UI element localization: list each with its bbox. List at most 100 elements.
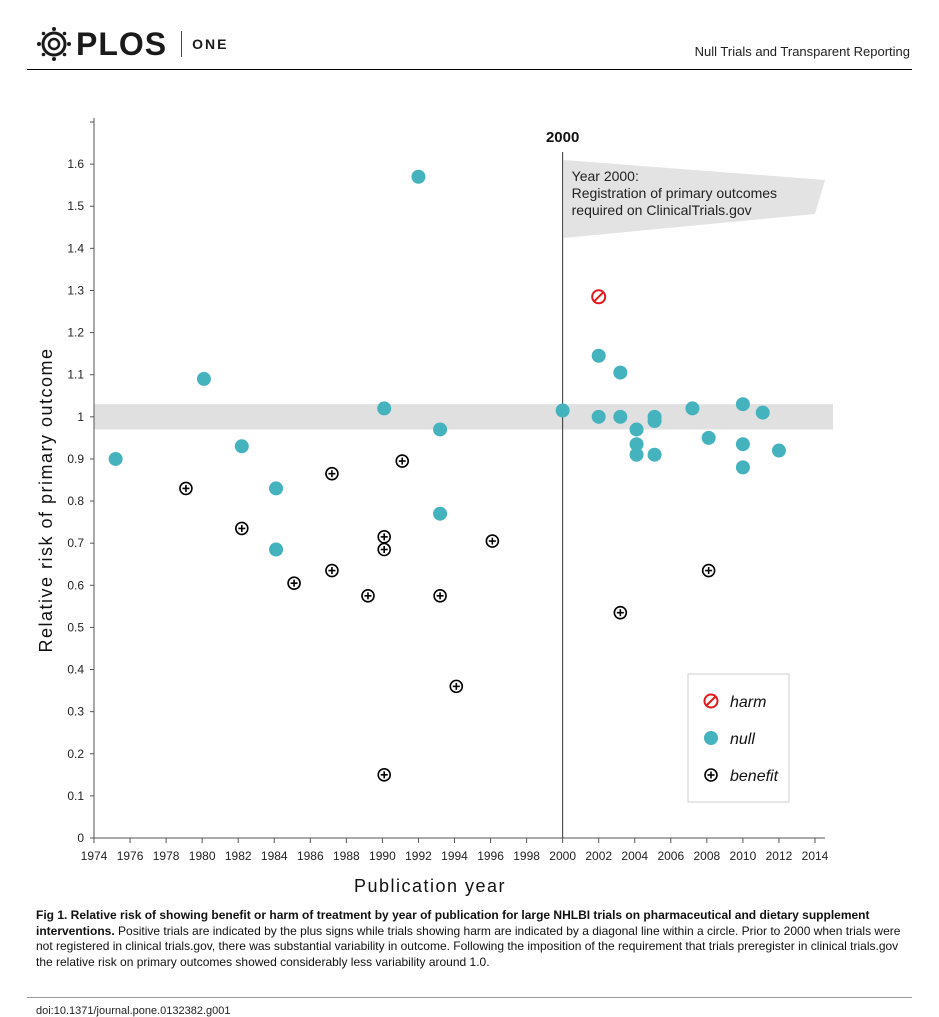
y-tick-label: 1.1	[67, 368, 84, 382]
caption-text: Positive trials are indicated by the plu…	[36, 923, 901, 969]
y-tick-label: 1.2	[67, 326, 84, 340]
null-point	[735, 460, 750, 475]
y-tick-label: 0.8	[67, 494, 84, 508]
banner-text: required on ClinicalTrials.gov	[572, 202, 752, 218]
benefit-point	[325, 563, 339, 578]
benefit-point	[377, 768, 392, 782]
benefit-point	[613, 605, 628, 620]
benefit-point	[377, 530, 392, 544]
y-tick-label: 0	[77, 831, 84, 845]
y-tick-label: 0.9	[67, 452, 84, 466]
y-tick-label: 0.2	[67, 747, 84, 761]
x-tick-label: 1984	[261, 849, 288, 863]
null-point	[755, 405, 770, 420]
benefit-point	[449, 679, 464, 694]
harm-point	[591, 289, 607, 305]
benefit-point	[395, 454, 410, 468]
y-axis-label: Relative risk of primary outcome	[36, 347, 56, 652]
x-tick-label: 2010	[730, 849, 757, 863]
harm-slash	[593, 291, 604, 302]
null-point	[613, 365, 628, 380]
benefit-point	[361, 589, 375, 603]
x-tick-label: 1990	[369, 849, 396, 863]
null-point	[629, 422, 644, 437]
x-tick-label: 1976	[117, 849, 144, 863]
logo-subtitle: ONE	[192, 36, 229, 52]
y-tick-label: 1.6	[67, 157, 84, 171]
x-tick-label: 1982	[225, 849, 252, 863]
benefit-point	[179, 481, 193, 496]
logo-separator	[181, 31, 183, 57]
y-tick-label: 0.4	[67, 663, 84, 677]
null-point	[433, 422, 448, 437]
benefit-point	[377, 542, 392, 557]
x-axis-label: Publication year	[354, 876, 506, 896]
doi-text: doi:10.1371/journal.pone.0132382.g001	[36, 1005, 231, 1017]
x-tick-label: 2002	[585, 849, 612, 863]
x-tick-label: 1980	[189, 849, 216, 863]
y-tick-label: 1.4	[67, 241, 84, 255]
benefit-point	[287, 576, 301, 590]
scatter-chart: 0 0.1 0.2 0.3 0.4 0.5 0.6 0.7 0.8 0.9 1 1.1 1.2 1.3 1.…	[36, 118, 833, 896]
x-tick-label: 1986	[297, 849, 324, 863]
y-tick-label: 0.6	[67, 578, 84, 592]
null-point	[629, 437, 644, 452]
figure-caption: Fig 1. Relative risk of showing benefit …	[36, 908, 916, 970]
footer-rule	[27, 997, 912, 998]
x-tick-label: 1996	[477, 849, 504, 863]
benefit-point	[701, 563, 716, 578]
null-point	[735, 397, 750, 412]
null-point	[555, 403, 570, 418]
null-point	[269, 542, 284, 557]
y-tick-label: 1.5	[67, 199, 84, 213]
x-tick-label: 1978	[153, 849, 180, 863]
legend-benefit-icon	[704, 768, 718, 782]
x-tick-label: 2012	[766, 849, 793, 863]
benefit-point	[433, 589, 447, 603]
x-tick-label: 1994	[441, 849, 468, 863]
page-header: PLOS ONE Null Trials and Transparent Rep…	[0, 0, 939, 72]
y-tick-label: 0.3	[67, 705, 84, 719]
null-point	[196, 371, 211, 386]
x-tick-label: 1974	[81, 849, 108, 863]
null-point	[234, 439, 249, 454]
y-tick-label: 0.5	[67, 620, 84, 634]
null-point	[701, 430, 716, 445]
y-tick-label: 1	[77, 410, 84, 424]
legend-label-harm: harm	[730, 694, 766, 711]
x-tick-label: 2014	[802, 849, 829, 863]
null-point	[613, 409, 628, 424]
null-point	[647, 447, 662, 462]
null-point	[591, 409, 606, 424]
banner-text: Registration of primary outcomes	[572, 185, 777, 201]
y-tick-label: 0.7	[67, 536, 84, 550]
legend-harm-icon	[703, 693, 719, 709]
x-tick-label: 2004	[621, 849, 648, 863]
null-point	[629, 447, 644, 462]
benefit-point	[485, 534, 500, 548]
plos-logo-icon	[37, 27, 71, 61]
x-tick-label: 1988	[333, 849, 360, 863]
benefit-point	[235, 521, 249, 536]
x-tick-label: 2008	[693, 849, 720, 863]
header-rule	[27, 69, 912, 70]
null-point	[771, 443, 786, 458]
x-tick-label: 1998	[513, 849, 540, 863]
y-tick-label: 1.3	[67, 283, 84, 297]
null-point	[377, 401, 392, 416]
null-point	[108, 451, 123, 466]
benefit-point	[325, 466, 339, 481]
running-title: Null Trials and Transparent Reporting	[694, 44, 910, 59]
year-2000-label: 2000	[546, 129, 579, 146]
legend-null-icon	[704, 731, 718, 745]
legend-label-null: null	[730, 731, 755, 748]
banner-text: Year 2000:	[572, 168, 639, 184]
null-point	[591, 348, 606, 363]
null-band	[94, 404, 833, 430]
null-point	[647, 414, 662, 429]
null-point	[735, 437, 750, 452]
harm-slash	[705, 695, 717, 707]
y-tick-label: 0.1	[67, 789, 84, 803]
x-tick-label: 2000	[549, 849, 576, 863]
caption-title: Fig 1. Relative risk of showing benefit …	[36, 908, 870, 938]
